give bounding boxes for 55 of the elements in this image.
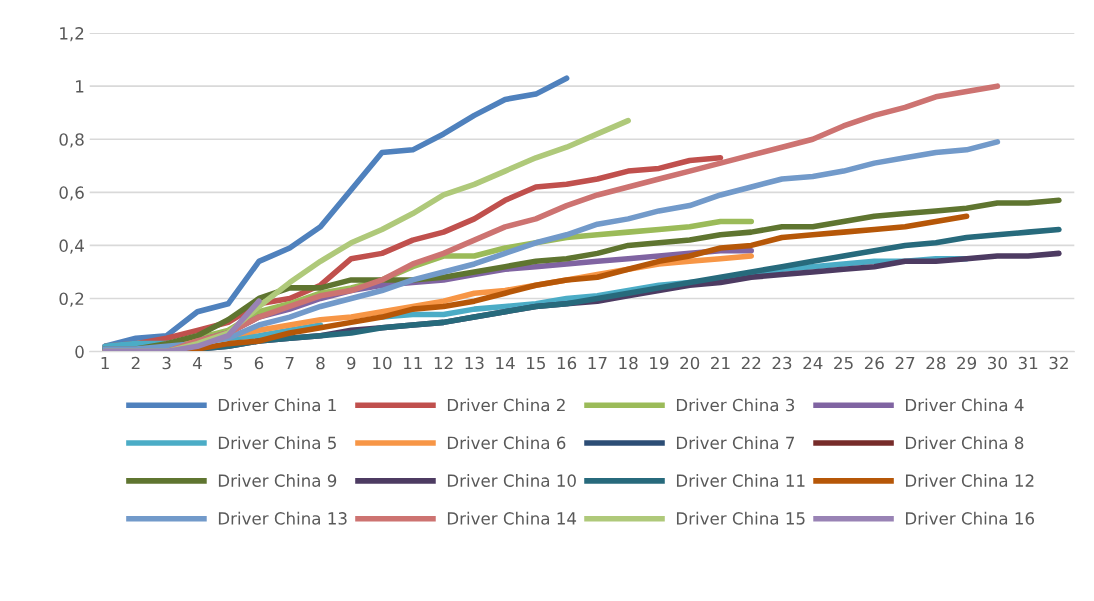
legend-label: Driver China 5 [218,436,336,450]
x-tick-label: 27 [895,356,915,370]
x-tick-label: 32 [1049,356,1068,370]
x-tick-label: 22 [741,356,761,370]
x-tick-label: 20 [680,356,700,370]
y-tick-label: 0,6 [59,186,84,201]
x-tick-label: 23 [772,356,792,370]
legend-label: Driver China 9 [218,474,337,487]
x-tick-label: 18 [619,356,638,370]
x-tick-label: 30 [988,356,1007,370]
x-tick-label: 25 [834,356,853,370]
legend-label: Driver China 6 [447,436,566,450]
x-tick-label: 24 [803,356,823,370]
x-tick-label: 1 [101,356,109,370]
legend-label: Driver China 12 [906,474,1034,487]
x-tick-label: 11 [404,356,422,370]
x-tick-label: 9 [346,356,356,370]
x-tick-label: 10 [373,356,392,370]
x-tick-label: 7 [285,356,294,370]
y-tick-label: 0 [75,345,84,359]
x-tick-label: 17 [588,356,607,370]
legend-label: Driver China 11 [676,474,805,487]
y-tick-label: 0,4 [59,239,84,254]
legend-label: Driver China 4 [906,398,1024,412]
x-tick-label: 13 [465,356,484,370]
legend-label: Driver China 15 [676,511,805,525]
y-tick-label: 1,2 [60,27,84,42]
legend-label: Driver China 10 [447,474,576,487]
legend-label: Driver China 3 [676,398,795,412]
y-tick-label: 0,8 [59,133,84,148]
x-tick-label: 16 [557,356,577,370]
x-tick-label: 14 [496,356,515,370]
x-tick-label: 26 [864,356,884,370]
x-tick-label: 6 [254,356,264,370]
x-tick-label: 31 [1018,356,1038,370]
x-tick-label: 28 [926,356,946,370]
x-tick-label: 2 [131,356,140,370]
x-tick-label: 8 [316,356,325,370]
y-tick-label: 1 [76,80,84,93]
legend-label: Driver China 16 [906,511,1035,525]
x-tick-label: 5 [224,356,233,370]
x-tick-label: 29 [957,356,977,370]
legend-label: Driver China 14 [447,511,577,525]
x-tick-label: 12 [434,356,453,370]
x-tick-label: 3 [162,356,171,370]
legend-label: Driver China 1 [218,398,336,412]
x-tick-label: 4 [192,356,202,370]
x-tick-label: 21 [711,356,730,370]
x-tick-label: 15 [527,356,545,370]
legend-label: Driver China 2 [447,398,565,412]
y-tick-label: 0,2 [59,292,84,307]
x-tick-label: 19 [650,356,669,370]
legend-label: Driver China 13 [218,511,347,525]
legend-label: Driver China 7 [676,436,795,450]
legend-label: Driver China 8 [906,436,1024,450]
